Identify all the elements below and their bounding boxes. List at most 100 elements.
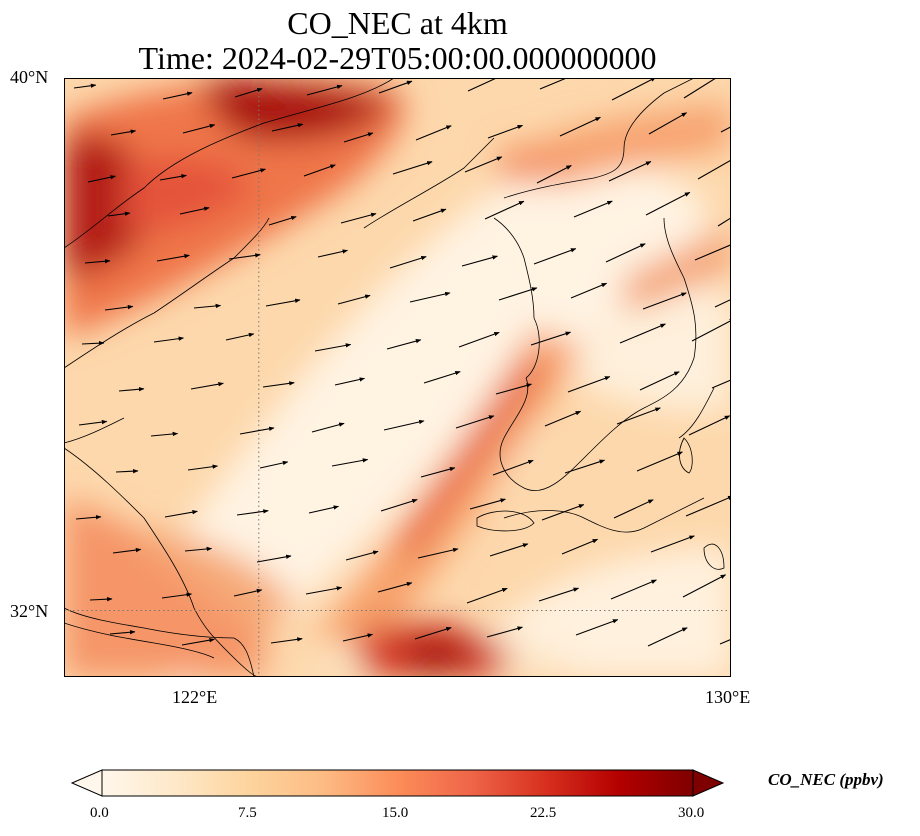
colorbar-tick-1: 7.5 — [238, 805, 257, 821]
wind-vector — [645, 191, 691, 216]
wind-vector — [719, 638, 731, 645]
wind-vector — [464, 156, 503, 173]
wind-vector — [559, 116, 601, 137]
wind-vector — [530, 331, 572, 346]
wind-vector — [193, 303, 222, 309]
wind-vector — [75, 515, 102, 520]
wind-vector — [567, 376, 611, 393]
wind-vector — [78, 419, 108, 426]
wind-vector — [317, 249, 349, 258]
colorbar-gradient — [101, 769, 694, 797]
lat-tick-40n: 40°N — [10, 67, 49, 87]
wind-vector — [89, 596, 113, 602]
wind-vector — [487, 124, 524, 139]
wind-vector — [683, 78, 717, 99]
wind-vector — [256, 554, 292, 563]
wind-vector — [84, 259, 111, 264]
wind-vector — [467, 78, 498, 92]
wind-vector — [190, 381, 224, 390]
wind-vector — [303, 164, 336, 177]
colorbar-min-extension — [70, 769, 103, 797]
wind-vector — [383, 419, 425, 431]
wind-vector — [234, 87, 263, 98]
wind-vector — [377, 581, 413, 593]
wind-vector — [179, 206, 210, 215]
wind-vector — [561, 538, 599, 555]
wind-vector — [305, 586, 343, 595]
wind-vector — [104, 304, 134, 311]
wind-vector — [489, 543, 529, 557]
wind-vector — [539, 78, 568, 90]
wind-vector — [608, 161, 652, 182]
wind-vector — [611, 78, 657, 101]
wind-vector — [605, 243, 646, 263]
wind-vector — [389, 255, 427, 269]
wind-vector — [81, 340, 105, 346]
wind-vector — [691, 318, 731, 342]
wind-vector — [308, 505, 340, 514]
wind-vector — [334, 377, 366, 386]
wind-vector — [118, 387, 145, 392]
wind-vector — [417, 547, 459, 559]
wind-vector — [498, 287, 538, 301]
wind-vector — [164, 509, 198, 518]
lon-tick-130e: 130°E — [705, 687, 751, 707]
wind-vector — [392, 161, 433, 175]
wind-vector — [231, 168, 266, 179]
wind-vector — [616, 407, 661, 425]
wind-vector — [420, 466, 456, 478]
wind-vector — [682, 574, 727, 598]
wind-vector — [694, 244, 731, 261]
wind-vector — [162, 91, 193, 100]
wind-vector — [650, 535, 695, 553]
wind-vector — [110, 129, 137, 136]
wind-vector — [153, 336, 185, 343]
wind-vector — [455, 415, 495, 429]
wind-vector — [161, 592, 193, 599]
colorbar-tick-0: 0.0 — [90, 805, 109, 821]
wind-vector — [150, 431, 179, 437]
wind-vector — [233, 588, 263, 597]
wind-vector — [466, 587, 508, 604]
coastlines — [64, 78, 725, 677]
concentration-field — [64, 78, 731, 677]
wind-vector — [159, 174, 187, 181]
wind-vector — [541, 504, 585, 521]
wind-vector — [642, 292, 687, 310]
lat-tick-32n: 32°N — [10, 601, 49, 621]
wind-vector — [564, 459, 606, 474]
wind-vectors — [73, 78, 731, 647]
colorbar-tick-2: 15.0 — [382, 805, 409, 821]
wind-vector — [306, 84, 343, 96]
wind-vector — [458, 331, 500, 348]
wind-vector — [87, 175, 116, 183]
colorbar-tick-4: 30.0 — [678, 805, 705, 821]
co-map-panel — [64, 78, 731, 677]
wind-vector — [409, 291, 451, 303]
wind-vector — [262, 381, 295, 388]
wind-vector — [414, 626, 452, 640]
wind-vector — [187, 464, 219, 471]
wind-vector — [461, 255, 498, 267]
wind-vector — [109, 630, 136, 635]
wind-vector — [575, 619, 619, 636]
wind-vector — [156, 253, 190, 262]
map-frame — [64, 78, 731, 677]
wind-vector — [225, 332, 255, 341]
wind-vector — [492, 459, 534, 476]
wind-vector — [636, 451, 683, 472]
wind-vector — [469, 498, 506, 510]
wind-vector — [639, 371, 680, 391]
wind-vector — [573, 200, 613, 218]
wind-vector — [343, 132, 374, 143]
wind-vector — [270, 637, 303, 644]
wind-vector — [115, 468, 139, 474]
wind-vector — [265, 298, 301, 307]
gridlines — [64, 78, 731, 677]
wind-vector — [386, 338, 422, 350]
wind-vector — [181, 637, 215, 646]
wind-vector — [533, 248, 577, 265]
colorbar-tick-3: 22.5 — [530, 805, 557, 821]
wind-vector — [271, 123, 304, 132]
wind-vector — [486, 626, 523, 638]
